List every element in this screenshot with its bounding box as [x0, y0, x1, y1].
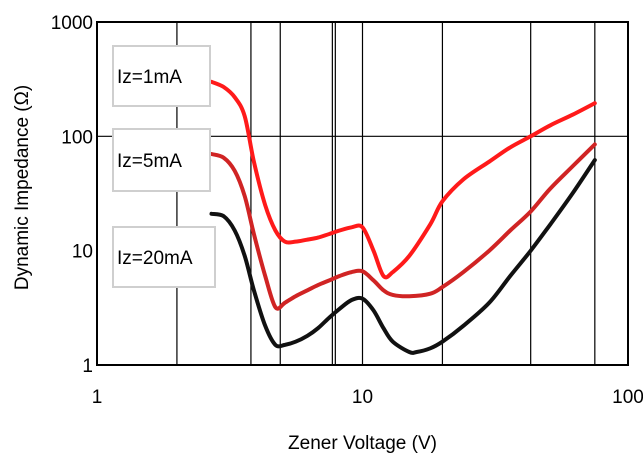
y-tick-label: 1 — [82, 356, 93, 377]
legend-box — [112, 128, 211, 192]
legend-box — [112, 226, 216, 288]
legend: Iz=1mA Iz=5mA Iz=20mA — [112, 45, 216, 288]
plot-frame — [96, 21, 629, 366]
y-tick-label: 1000 — [51, 13, 93, 34]
legend-item: Iz=5mA — [112, 128, 211, 192]
legend-label: Iz=20mA — [117, 248, 193, 269]
x-tick-label: 100 — [612, 387, 643, 408]
legend-label: Iz=5mA — [117, 151, 182, 172]
series-lines — [209, 79, 597, 355]
series-line-iz-1ma — [209, 79, 597, 280]
x-tick-label: 1 — [92, 387, 103, 408]
series-line-iz-5ma — [209, 142, 597, 311]
legend-label: Iz=1mA — [117, 67, 182, 88]
series-line-iz-20ma — [209, 158, 597, 355]
axis-ticks: 1 10 100 1 10 100 1000 — [51, 13, 643, 408]
y-axis-title: Dynamic Impedance (Ω) — [12, 85, 33, 290]
x-axis-title: Zener Voltage (V) — [288, 433, 437, 454]
y-tick-label: 10 — [72, 242, 93, 263]
legend-item: Iz=1mA — [112, 45, 211, 107]
legend-item: Iz=20mA — [112, 226, 216, 288]
x-tick-label: 10 — [352, 387, 373, 408]
y-tick-label: 100 — [61, 127, 93, 148]
legend-box — [112, 45, 211, 107]
